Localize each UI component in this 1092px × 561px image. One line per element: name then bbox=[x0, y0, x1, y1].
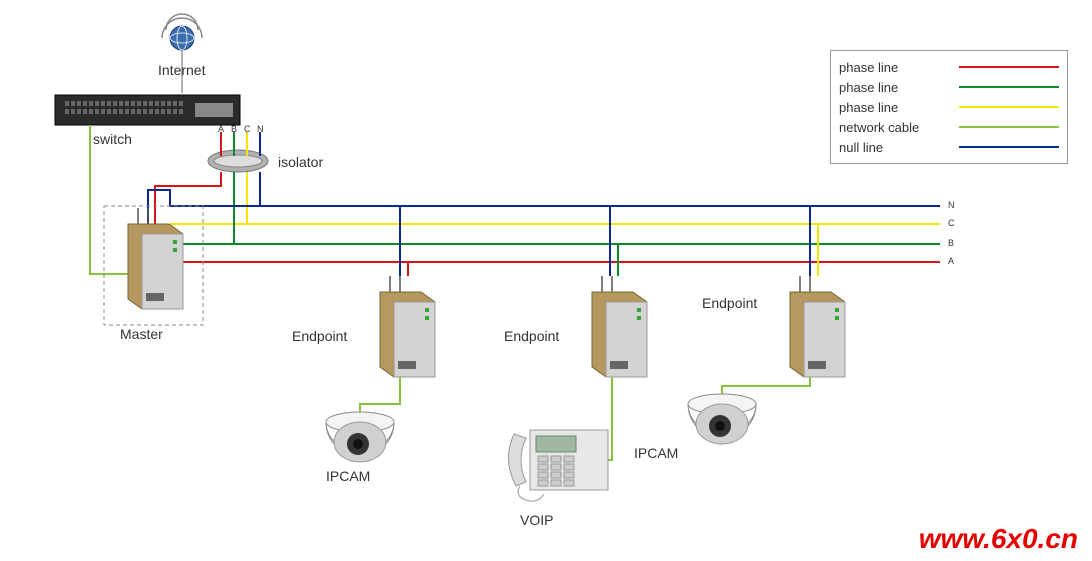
master-label: Master bbox=[120, 326, 163, 342]
watermark: www.6x0.cn bbox=[919, 523, 1078, 555]
voip-label: VOIP bbox=[520, 512, 553, 528]
abcn-top-label: C bbox=[244, 124, 251, 134]
legend-label: phase line bbox=[839, 100, 959, 115]
legend-label: network cable bbox=[839, 120, 959, 135]
legend-label: phase line bbox=[839, 60, 959, 75]
abcn-top-label: N bbox=[257, 124, 264, 134]
legend-swatch bbox=[959, 146, 1059, 148]
legend-label: null line bbox=[839, 140, 959, 155]
legend-row: phase line bbox=[839, 97, 1059, 117]
ipcam-label: IPCAM bbox=[634, 445, 678, 461]
endpoint-label: Endpoint bbox=[292, 328, 347, 344]
legend-swatch bbox=[959, 126, 1059, 128]
bus-end-label: N bbox=[948, 200, 955, 210]
legend-swatch bbox=[959, 66, 1059, 68]
switch-label: switch bbox=[93, 131, 132, 147]
bus-end-label: B bbox=[948, 238, 954, 248]
internet-label: Internet bbox=[158, 62, 205, 78]
legend-swatch bbox=[959, 86, 1059, 88]
isolator-label: isolator bbox=[278, 154, 323, 170]
endpoint-label: Endpoint bbox=[702, 295, 757, 311]
legend: phase line phase line phase line network… bbox=[830, 50, 1068, 164]
legend-row: null line bbox=[839, 137, 1059, 157]
abcn-top-label: A bbox=[218, 124, 224, 134]
ipcam-label: IPCAM bbox=[326, 468, 370, 484]
bus-end-label: C bbox=[948, 218, 955, 228]
legend-swatch bbox=[959, 106, 1059, 108]
legend-row: network cable bbox=[839, 117, 1059, 137]
legend-row: phase line bbox=[839, 77, 1059, 97]
legend-label: phase line bbox=[839, 80, 959, 95]
bus-end-label: A bbox=[948, 256, 954, 266]
endpoint-label: Endpoint bbox=[504, 328, 559, 344]
legend-row: phase line bbox=[839, 57, 1059, 77]
abcn-top-label: B bbox=[231, 124, 237, 134]
